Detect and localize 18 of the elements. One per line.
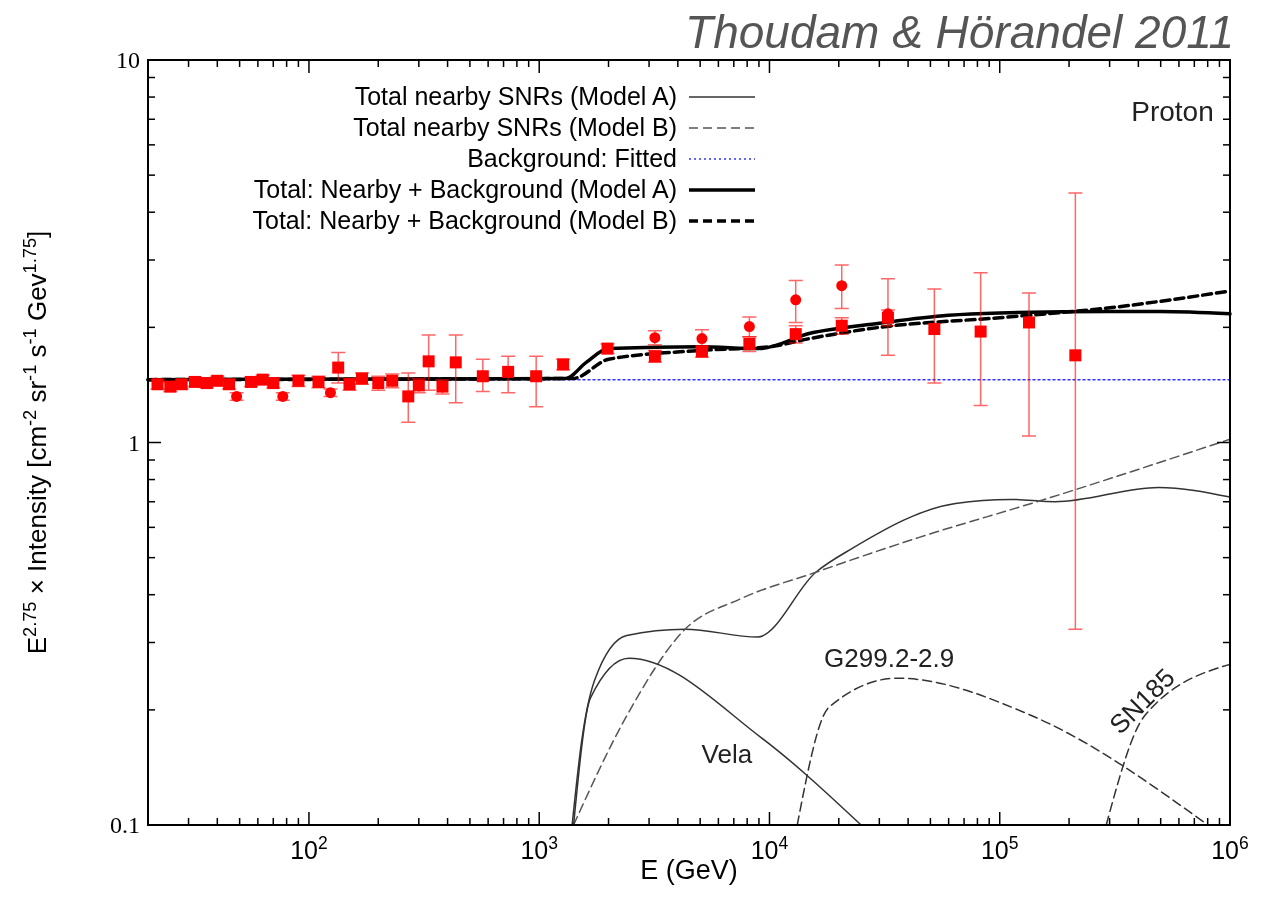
legend-label: Total: Nearby + Background (Model A) [253, 175, 677, 203]
legend-label: Background: Fitted [467, 144, 677, 172]
x-tick-label: 10$^{4}$ [750, 833, 789, 864]
x-axis-title: E (GeV) [640, 855, 738, 885]
annotation: Vela [701, 739, 753, 770]
chart-title: Thoudam & Hörandel 2011 [685, 6, 1234, 58]
x-tick-label: 10$^{3}$ [520, 833, 558, 864]
x-tick-label: 10$^{6}$ [1211, 833, 1249, 864]
annotation: G299.2-2.9 [824, 643, 955, 674]
legend-label: Total nearby SNRs (Model A) [354, 82, 677, 110]
x-tick-label: 10$^{5}$ [980, 833, 1019, 864]
legend-label: Total nearby SNRs (Model B) [353, 113, 677, 141]
y-tick-label: 0.1 [110, 812, 140, 838]
legend-label: Total: Nearby + Background (Model B) [252, 206, 677, 234]
y-tick-label: 1 [128, 429, 140, 456]
annotation: Proton [1131, 95, 1214, 127]
y-tick-label: 10 [116, 47, 140, 73]
x-tick-label: 10$^{2}$ [290, 833, 328, 864]
